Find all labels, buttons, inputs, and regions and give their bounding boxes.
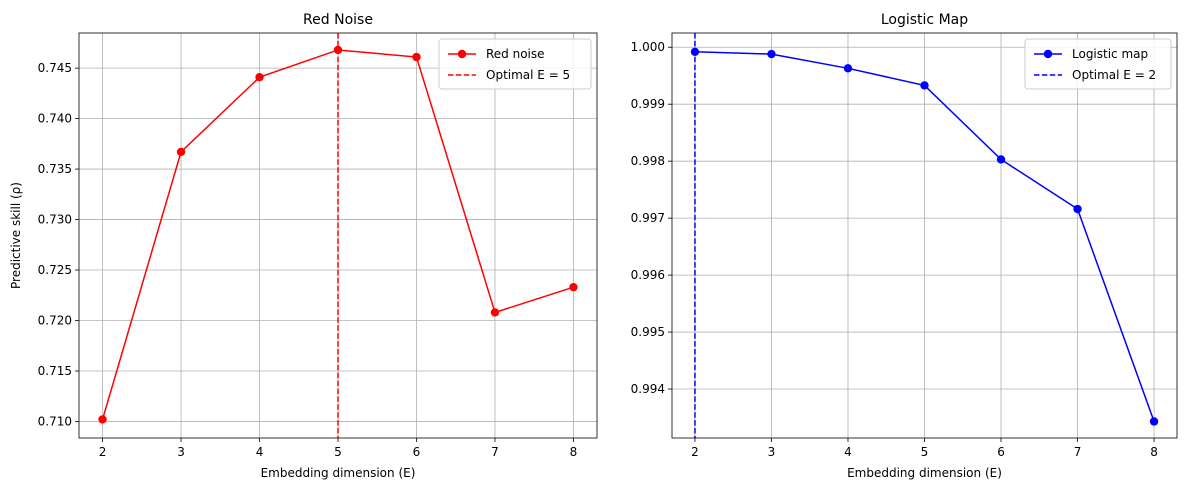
y-tick-label: 0.730 [38,213,72,227]
y-tick-label: 0.740 [38,112,72,126]
data-point [98,415,107,424]
chart-title: Red Noise [303,12,373,28]
y-tick-label: 0.998 [631,154,665,168]
y-tick-label: 0.745 [38,61,72,75]
data-point [767,49,776,59]
legend-box [1024,38,1172,90]
x-axis-label: Embedding dimension (E) [261,466,416,480]
data-point [255,73,264,82]
legend-label: Red noise [486,47,545,61]
legend-marker [457,49,467,59]
legend: Red noise Optimal E = 5 [438,38,592,90]
y-tick-label: 1.000 [631,40,665,54]
x-tick-label: 7 [491,445,499,459]
x-axis-label: Embedding dimension (E) [847,466,1002,480]
y-tick-label: 0.715 [38,364,72,378]
data-point [412,52,421,62]
x-tick-label: 8 [570,445,578,459]
legend-label: Optimal E = 5 [486,68,570,82]
data-point [996,155,1006,164]
y-tick-label: 0.710 [38,414,72,428]
x-tick-label: 5 [334,445,342,459]
data-point [690,47,700,56]
chart-title: Logistic Map [881,12,968,28]
legend-label: Optimal E = 2 [1072,68,1156,82]
legend: Logistic map Optimal E = 2 [1024,38,1172,90]
x-tick-label: 4 [256,445,264,459]
data-point [1073,204,1082,214]
data-point [490,308,500,317]
x-tick-label: 6 [413,445,421,459]
legend-marker [1043,49,1053,59]
x-tick-label: 5 [921,445,929,459]
y-tick-label: 0.999 [631,97,665,111]
data-point [1149,417,1159,426]
y-tick-label: 0.994 [631,382,665,396]
x-tick-label: 4 [844,445,852,459]
x-tick-label: 3 [768,445,776,459]
data-point [843,64,853,73]
y-tick-label: 0.997 [631,211,665,225]
y-tick-label: 0.995 [631,325,665,339]
y-axis-label: Predictive skill (ρ) [9,182,23,289]
x-tick-label: 8 [1150,445,1158,459]
legend-label: Logistic map [1072,47,1148,61]
y-tick-label: 0.735 [38,162,72,176]
chart-panel-1: 2 3 4 5 6 7 8 0.710 0.715 0.720 0.725 0.730 0.735 0.7… [9,12,598,480]
y-tick-label: 0.720 [38,313,72,327]
x-tick-label: 2 [691,445,699,459]
data-point [333,45,343,55]
legend-box [438,38,592,90]
x-tick-label: 7 [1074,445,1082,459]
x-tick-label: 6 [997,445,1005,459]
data-point [920,81,929,90]
y-tick-label: 0.725 [38,263,72,277]
data-point [176,147,186,157]
data-point [569,282,578,292]
chart-panel-2: 2 3 4 5 6 7 8 0.994 0.995 0.996 0.997 0.998 0.999 1.0… [631,12,1178,480]
x-tick-label: 2 [99,445,107,459]
y-tick-label: 0.996 [631,268,665,282]
x-tick-label: 3 [177,445,185,459]
